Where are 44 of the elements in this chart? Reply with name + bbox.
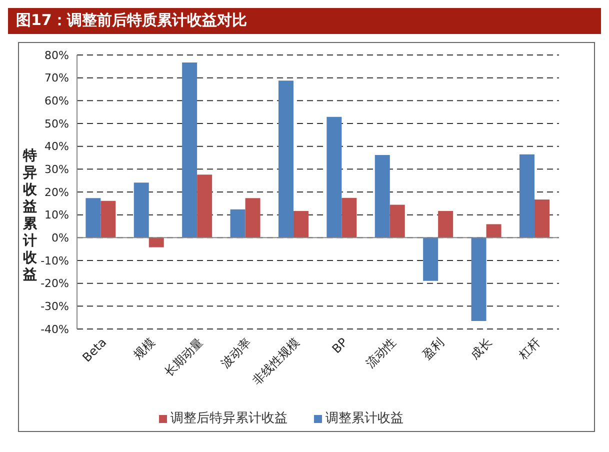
y-tick-label: 60%: [44, 94, 69, 108]
y-tick-label: 70%: [44, 72, 69, 85]
y-tick-label: 20%: [44, 186, 69, 199]
y-tick-label: -30%: [40, 300, 69, 314]
bar: [471, 238, 486, 322]
x-tick-label: 杠杆: [515, 335, 544, 363]
bar: [486, 224, 502, 238]
x-tick-label: 长期动量: [162, 335, 206, 380]
bar: [342, 198, 357, 238]
x-tick-label: 成长: [468, 335, 495, 362]
y-tick-label: 40%: [44, 140, 69, 154]
bar: [534, 200, 550, 238]
y-tick-label: -20%: [40, 277, 69, 290]
bar: [86, 198, 101, 238]
y-tick-label: 0%: [52, 232, 69, 245]
bar: [230, 209, 246, 238]
bar: [326, 116, 342, 238]
y-tick-label: -40%: [40, 322, 69, 336]
bar: [100, 200, 116, 238]
bar: [423, 238, 438, 281]
y-tick-label: 50%: [44, 117, 69, 130]
bar: [390, 204, 405, 238]
bar: [245, 198, 260, 238]
legend-label: 调整累计收益: [326, 411, 404, 426]
x-tick-label: 流动性: [363, 335, 398, 371]
x-tick-label: BP: [329, 335, 350, 356]
x-tick-label: 盈利: [420, 335, 447, 362]
legend-label: 调整后特异累计收益: [170, 411, 288, 426]
bar: [148, 238, 164, 248]
y-tick-label: 80%: [44, 48, 69, 62]
bar: [182, 62, 198, 238]
y-tick-label: -10%: [40, 254, 69, 268]
y-tick-label: 10%: [44, 208, 69, 222]
x-tick-label: 规模: [130, 335, 158, 362]
bar: [374, 155, 390, 238]
bar: [293, 210, 308, 238]
bar: [134, 182, 149, 238]
chart-title: 图17：调整前后特质累计收益对比: [8, 8, 601, 34]
y-tick-label: 30%: [44, 163, 69, 176]
bar: [438, 210, 454, 238]
bar: [519, 154, 534, 238]
bar: [278, 80, 294, 238]
bar: [197, 174, 212, 238]
y-axis-title: 特异收益累计收益: [22, 148, 38, 284]
